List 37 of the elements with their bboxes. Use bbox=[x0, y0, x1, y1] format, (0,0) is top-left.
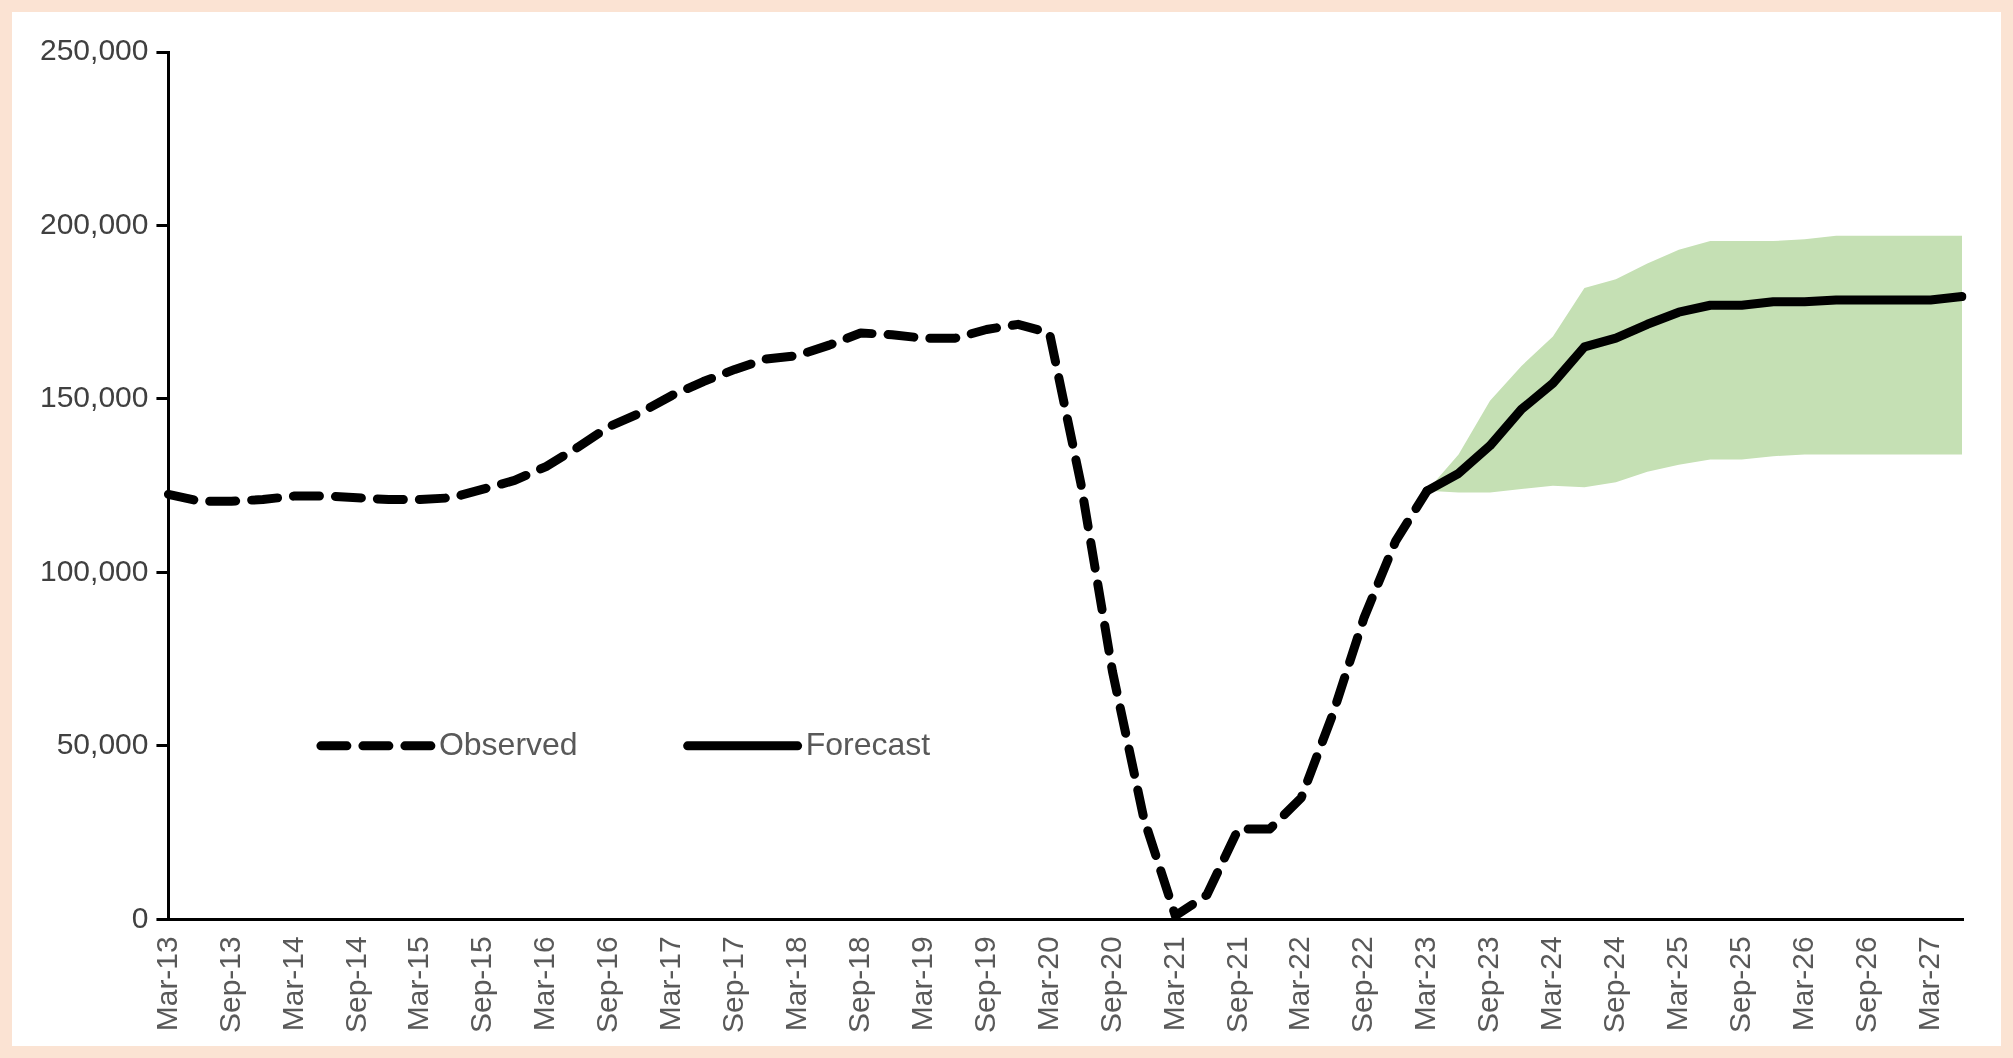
x-tick-label: Sep-15 bbox=[464, 936, 498, 1034]
y-tick-label: 100,000 bbox=[39, 553, 149, 587]
x-tick-label: Sep-13 bbox=[212, 936, 246, 1034]
y-tick-label: 250,000 bbox=[39, 33, 149, 67]
x-tick-label: Mar-27 bbox=[1911, 936, 1945, 1032]
x-tick-label: Sep-16 bbox=[590, 936, 624, 1034]
x-tick-label: Sep-24 bbox=[1597, 936, 1631, 1034]
x-tick-label: Mar-25 bbox=[1660, 936, 1694, 1032]
x-tick-label: Mar-17 bbox=[653, 936, 687, 1032]
x-tick-label: Sep-22 bbox=[1345, 936, 1379, 1034]
x-tick-label: Mar-22 bbox=[1282, 936, 1316, 1032]
legend-label: Forecast bbox=[805, 725, 931, 762]
x-tick-label: Mar-18 bbox=[779, 936, 813, 1032]
x-tick-label: Sep-19 bbox=[967, 936, 1001, 1034]
x-tick-label: Mar-20 bbox=[1030, 936, 1064, 1032]
x-tick-label: Sep-21 bbox=[1219, 936, 1253, 1034]
x-tick-label: Mar-23 bbox=[1408, 936, 1442, 1032]
x-tick-label: Mar-15 bbox=[401, 936, 435, 1032]
x-tick-label: Mar-21 bbox=[1156, 936, 1190, 1032]
x-tick-label: Sep-20 bbox=[1093, 936, 1127, 1034]
x-tick-label: Mar-26 bbox=[1785, 936, 1819, 1032]
x-tick-label: Mar-16 bbox=[527, 936, 561, 1032]
x-tick-label: Sep-17 bbox=[716, 936, 750, 1034]
x-tick-label: Sep-14 bbox=[338, 936, 372, 1034]
x-tick-label: Sep-25 bbox=[1723, 936, 1756, 1034]
x-tick-label: Mar-19 bbox=[904, 936, 938, 1032]
y-tick-label: 200,000 bbox=[39, 206, 149, 240]
x-tick-label: Sep-26 bbox=[1848, 936, 1882, 1034]
y-tick-label: 150,000 bbox=[39, 380, 149, 414]
x-tick-label: Sep-18 bbox=[841, 936, 875, 1034]
x-tick-label: Sep-23 bbox=[1471, 936, 1505, 1034]
x-tick-label: Mar-13 bbox=[149, 936, 183, 1032]
x-tick-label: Mar-14 bbox=[275, 936, 309, 1032]
x-tick-label: Mar-24 bbox=[1534, 936, 1568, 1032]
y-tick-label: 0 bbox=[131, 900, 149, 934]
y-tick-label: 50,000 bbox=[56, 727, 149, 761]
legend-label: Observed bbox=[438, 725, 578, 762]
